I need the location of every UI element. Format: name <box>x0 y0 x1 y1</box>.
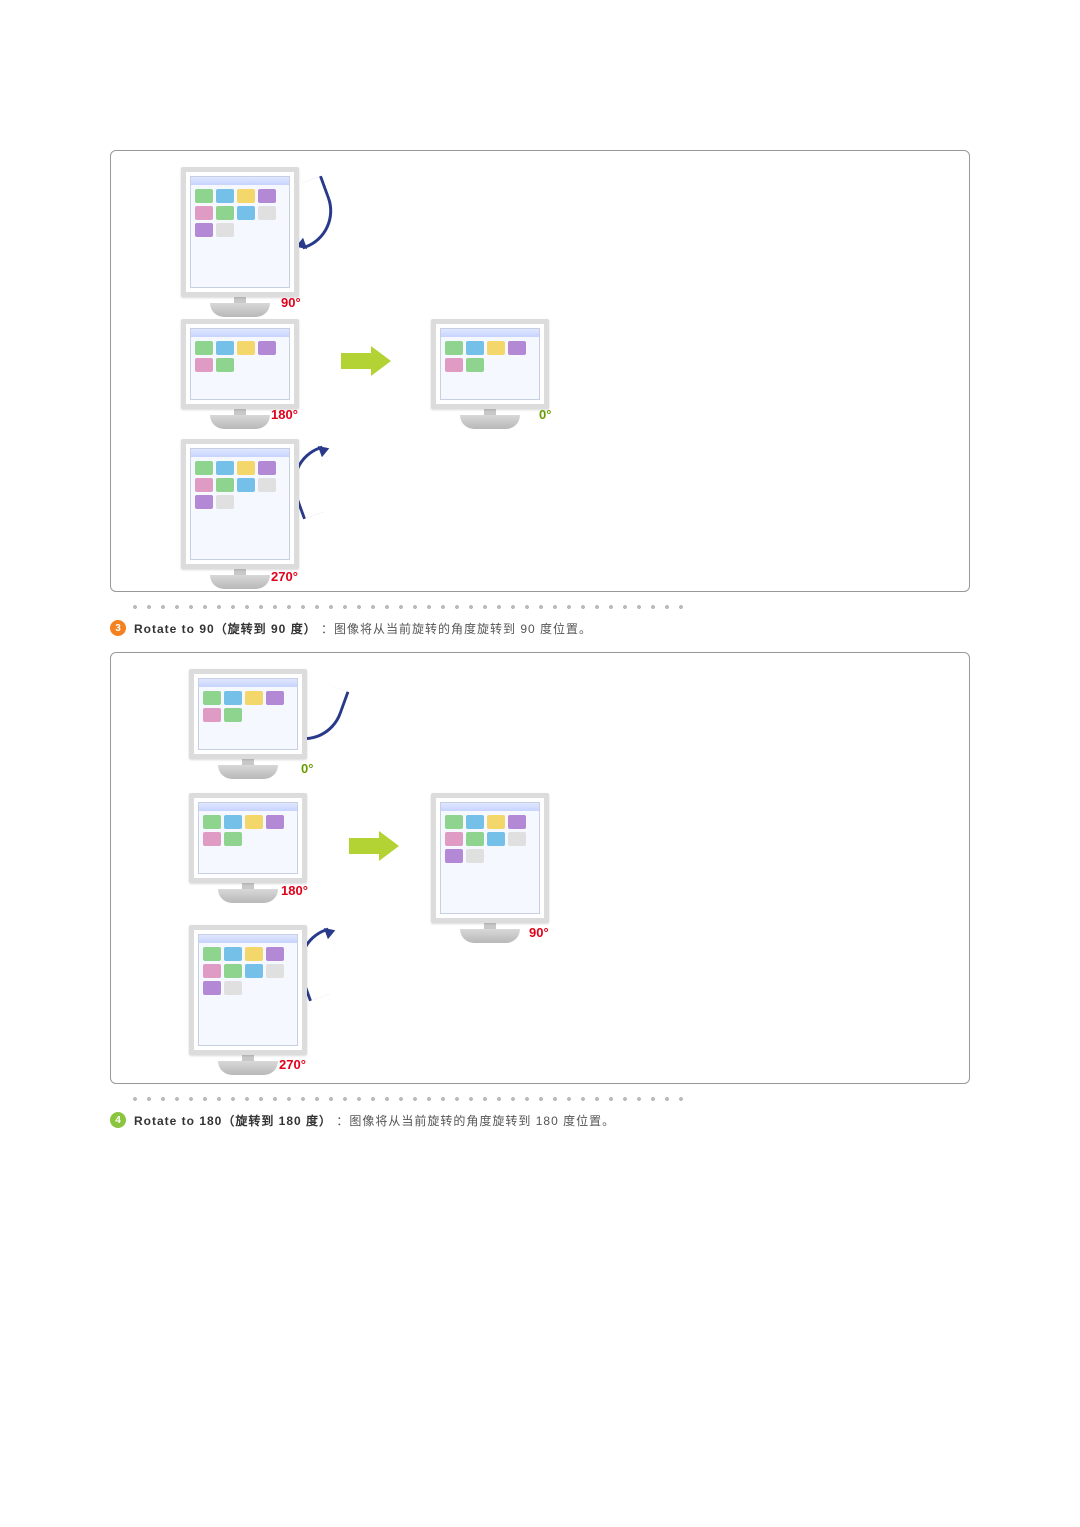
divider-dots <box>128 1096 688 1102</box>
caption-bold: Rotate to 180（旋转到 180 度） <box>134 1114 332 1128</box>
figure-2: 0° 180° 270° 90° <box>110 652 970 1084</box>
degree-label: 90° <box>529 925 549 940</box>
caption-rest: ：图像将从当前旋转的角度旋转到 180 度位置。 <box>332 1114 615 1128</box>
monitor-0-result <box>431 319 549 429</box>
caption-text: Rotate to 90（旋转到 90 度） ：图像将从当前旋转的角度旋转到 9… <box>134 620 592 638</box>
degree-label: 0° <box>539 407 551 422</box>
bullet-number-icon: 4 <box>110 1112 126 1128</box>
degree-label: 180° <box>271 407 298 422</box>
caption-rest: ：图像将从当前旋转的角度旋转到 90 度位置。 <box>317 622 592 636</box>
thumbnails <box>195 189 285 283</box>
divider-dots <box>128 604 688 610</box>
arrow-right-icon <box>349 831 399 861</box>
degree-label: 270° <box>271 569 298 584</box>
thumbnails <box>445 341 535 395</box>
caption-bold: Rotate to 90（旋转到 90 度） <box>134 622 317 636</box>
thumbnails <box>203 691 293 745</box>
thumbnails <box>203 815 293 869</box>
caption-text: Rotate to 180（旋转到 180 度） ：图像将从当前旋转的角度旋转到… <box>134 1112 615 1130</box>
document-page: 90° 180° 270° 0° 3 Rotate to 90（旋转到 90 度… <box>0 0 1080 1224</box>
degree-label: 90° <box>281 295 301 310</box>
caption-rotate-180: 4 Rotate to 180（旋转到 180 度） ：图像将从当前旋转的角度旋… <box>110 1112 970 1130</box>
degree-label: 0° <box>301 761 313 776</box>
monitor-0 <box>189 669 307 779</box>
thumbnails <box>445 815 535 909</box>
thumbnails <box>203 947 293 1041</box>
bullet-number-icon: 3 <box>110 620 126 636</box>
thumbnails <box>195 341 285 395</box>
monitor-270 <box>189 925 307 1075</box>
degree-label: 270° <box>279 1057 306 1072</box>
monitor-270 <box>181 439 299 589</box>
figure-1: 90° 180° 270° 0° <box>110 150 970 592</box>
arrow-right-icon <box>341 346 391 376</box>
degree-label: 180° <box>281 883 308 898</box>
monitor-90-result <box>431 793 549 943</box>
thumbnails <box>195 461 285 555</box>
caption-rotate-90: 3 Rotate to 90（旋转到 90 度） ：图像将从当前旋转的角度旋转到… <box>110 620 970 638</box>
